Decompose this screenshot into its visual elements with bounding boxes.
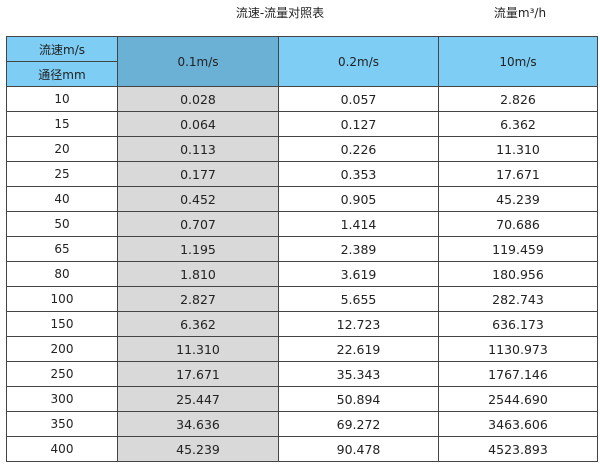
diameter-cell: 350: [6, 411, 118, 437]
flow-cell: 0.905: [278, 186, 439, 212]
table-row: 200 11.310 22.619 1130.973: [6, 336, 598, 362]
flow-cell: 0.064: [117, 111, 279, 137]
diameter-cell: 200: [6, 336, 118, 362]
flow-cell: 90.478: [278, 436, 439, 462]
diameter-cell: 150: [6, 311, 118, 337]
flow-table: 流速m/s 0.1m/s 0.2m/s 10m/s 通径mm 10 0.028 0.…: [6, 36, 598, 462]
flow-cell: 0.707: [117, 211, 279, 237]
col-header-10: 10m/s: [438, 36, 598, 87]
flow-cell: 45.239: [438, 186, 598, 212]
table-row: 65 1.195 2.389 119.459: [6, 236, 598, 262]
flow-cell: 11.310: [438, 136, 598, 162]
table-row: 20 0.113 0.226 11.310: [6, 136, 598, 162]
flow-cell: 180.956: [438, 261, 598, 287]
flow-cell: 17.671: [438, 161, 598, 187]
table-row: 400 45.239 90.478 4523.893: [6, 436, 598, 462]
col-header-0.1: 0.1m/s: [117, 36, 279, 87]
flow-cell: 1.810: [117, 261, 279, 287]
flow-cell: 6.362: [117, 311, 279, 337]
flow-cell: 2544.690: [438, 386, 598, 412]
table-row: 50 0.707 1.414 70.686: [6, 211, 598, 237]
col-header-0.2: 0.2m/s: [278, 36, 439, 87]
table-row: 40 0.452 0.905 45.239: [6, 186, 598, 212]
table-row: 100 2.827 5.655 282.743: [6, 286, 598, 312]
flow-cell: 0.127: [278, 111, 439, 137]
flow-cell: 1130.973: [438, 336, 598, 362]
flow-cell: 1.195: [117, 236, 279, 262]
diameter-cell: 80: [6, 261, 118, 287]
flow-cell: 2.826: [438, 86, 598, 112]
flow-cell: 119.459: [438, 236, 598, 262]
flow-cell: 50.894: [278, 386, 439, 412]
flow-cell: 2.827: [117, 286, 279, 312]
flow-cell: 0.353: [278, 161, 439, 187]
table-row: 150 6.362 12.723 636.173: [6, 311, 598, 337]
flow-cell: 5.655: [278, 286, 439, 312]
flow-cell: 2.389: [278, 236, 439, 262]
unit-label: 流量m³/h: [493, 6, 547, 20]
flow-cell: 0.226: [278, 136, 439, 162]
flow-cell: 0.452: [117, 186, 279, 212]
flow-cell: 11.310: [117, 336, 279, 362]
flow-cell: 34.636: [117, 411, 279, 437]
table-row: 300 25.447 50.894 2544.690: [6, 386, 598, 412]
flow-cell: 282.743: [438, 286, 598, 312]
table-row: 10 0.028 0.057 2.826: [6, 86, 598, 112]
table-row: 350 34.636 69.272 3463.606: [6, 411, 598, 437]
diameter-cell: 15: [6, 111, 118, 137]
flow-cell: 69.272: [278, 411, 439, 437]
diameter-cell: 250: [6, 361, 118, 387]
flow-cell: 35.343: [278, 361, 439, 387]
flow-cell: 1.414: [278, 211, 439, 237]
flow-cell: 636.173: [438, 311, 598, 337]
table-row: 80 1.810 3.619 180.956: [6, 261, 598, 287]
diameter-cell: 400: [6, 436, 118, 462]
flow-cell: 70.686: [438, 211, 598, 237]
flow-cell: 4523.893: [438, 436, 598, 462]
table-title: 流速-流量对照表: [235, 6, 325, 20]
flow-cell: 45.239: [117, 436, 279, 462]
diameter-cell: 300: [6, 386, 118, 412]
flow-cell: 12.723: [278, 311, 439, 337]
flow-cell: 6.362: [438, 111, 598, 137]
flow-cell: 17.671: [117, 361, 279, 387]
diameter-header: 通径mm: [6, 61, 118, 87]
diameter-cell: 10: [6, 86, 118, 112]
table-row: 25 0.177 0.353 17.671: [6, 161, 598, 187]
flow-cell: 0.057: [278, 86, 439, 112]
flow-cell: 3.619: [278, 261, 439, 287]
table-row: 250 17.671 35.343 1767.146: [6, 361, 598, 387]
flow-cell: 0.113: [117, 136, 279, 162]
flow-cell: 25.447: [117, 386, 279, 412]
speed-header: 流速m/s: [6, 36, 118, 62]
diameter-cell: 50: [6, 211, 118, 237]
diameter-cell: 40: [6, 186, 118, 212]
diameter-cell: 20: [6, 136, 118, 162]
flow-cell: 1767.146: [438, 361, 598, 387]
flow-cell: 22.619: [278, 336, 439, 362]
diameter-cell: 100: [6, 286, 118, 312]
table-row: 15 0.064 0.127 6.362: [6, 111, 598, 137]
diameter-cell: 65: [6, 236, 118, 262]
flow-cell: 0.177: [117, 161, 279, 187]
flow-cell: 0.028: [117, 86, 279, 112]
diameter-cell: 25: [6, 161, 118, 187]
flow-cell: 3463.606: [438, 411, 598, 437]
